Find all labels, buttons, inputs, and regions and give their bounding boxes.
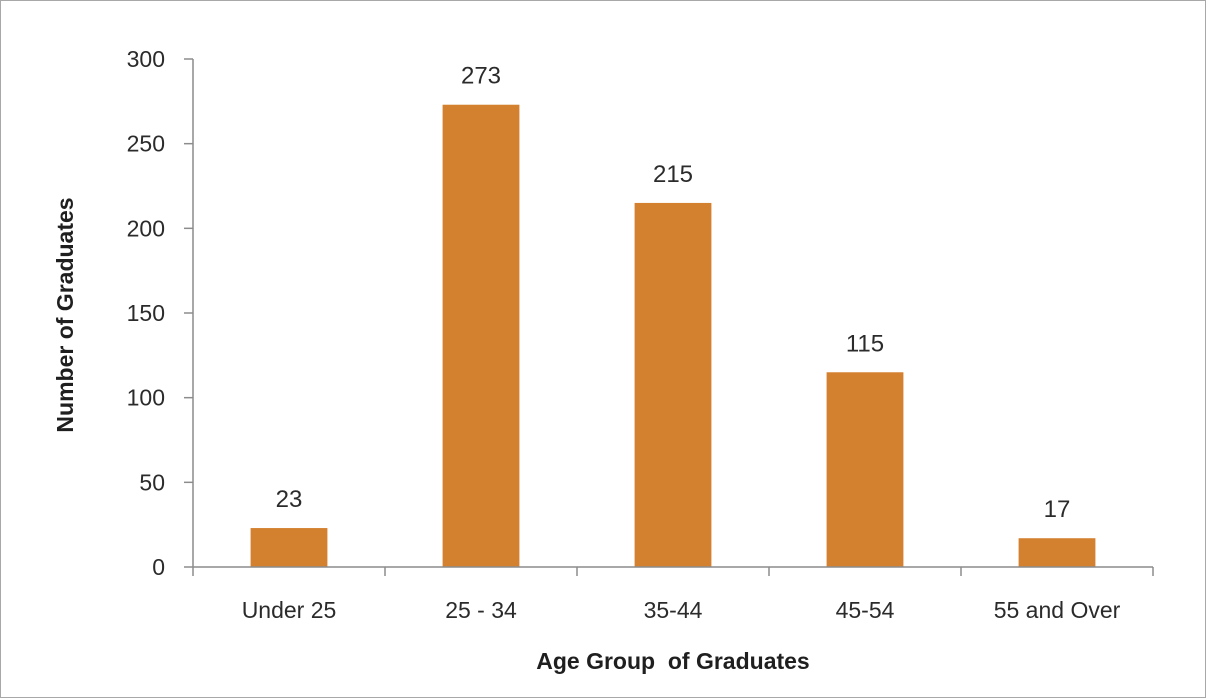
y-tick-label: 50: [139, 469, 165, 495]
bar-value-label: 215: [653, 161, 693, 188]
bar: [250, 528, 328, 567]
y-tick-label: 200: [127, 215, 165, 241]
bars-group: [250, 104, 1096, 567]
bar: [442, 104, 520, 567]
bar: [826, 372, 904, 567]
y-axis-ticks: 0 50 100 150 200 250 300: [127, 46, 193, 580]
data-labels-group: 23 273 215 115 17: [276, 63, 1071, 523]
x-tick-label: 25 - 34: [445, 597, 517, 623]
y-tick-label: 100: [127, 385, 165, 411]
y-tick-label: 150: [127, 300, 165, 326]
bar-value-label: 115: [846, 330, 884, 357]
y-axis-title: Number of Graduates: [52, 197, 78, 432]
x-axis-title: Age Group of Graduates: [536, 648, 809, 674]
bar-value-label: 17: [1044, 496, 1071, 523]
x-tick-label: 35-44: [644, 597, 703, 623]
y-tick-label: 0: [152, 554, 165, 580]
y-tick-label: 250: [127, 131, 165, 157]
bar: [1018, 538, 1096, 567]
bar: [634, 202, 712, 567]
bar-value-label: 273: [461, 63, 501, 90]
x-axis-ticks: Under 25 25 - 34 35-44 45-54 55 and Over: [192, 567, 1154, 623]
y-tick-label: 300: [127, 46, 165, 72]
x-tick-label: Under 25: [242, 597, 337, 623]
x-tick-label: 55 and Over: [994, 597, 1121, 623]
x-tick-label: 45-54: [836, 597, 895, 623]
bar-value-label: 23: [276, 486, 303, 513]
